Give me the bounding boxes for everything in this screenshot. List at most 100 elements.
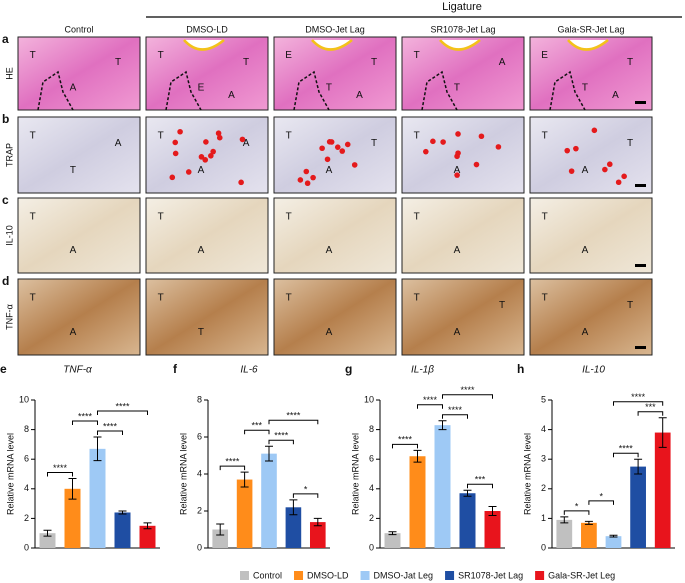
- significance-bracket: [392, 443, 418, 449]
- error-bar: [413, 449, 422, 463]
- significance-label: ****: [225, 457, 240, 467]
- bone-outline: [549, 70, 586, 111]
- y-tick-label: 8: [369, 424, 374, 434]
- row-label: TNF-α: [4, 304, 14, 330]
- significance-bracket: [442, 394, 493, 399]
- y-tick-label: 0: [24, 542, 29, 552]
- significance-label: ****: [115, 401, 130, 411]
- micrograph: [145, 197, 269, 274]
- tissue-label: T: [414, 293, 420, 304]
- tissue-label: A: [115, 138, 122, 149]
- osteoclast-marker: [591, 127, 598, 134]
- bone-outline: [165, 70, 202, 111]
- error-bar: [93, 436, 102, 462]
- significance-label: ****: [103, 421, 118, 431]
- y-tick-label: 6: [197, 431, 202, 441]
- significance-label: ****: [631, 392, 646, 402]
- tissue-label: T: [542, 293, 548, 304]
- osteoclast-marker: [310, 174, 316, 181]
- tissue-label: A: [454, 245, 461, 256]
- legend-label: Gala-SR-Jet Leg: [548, 570, 615, 580]
- bone-outline: [37, 70, 74, 111]
- row-label: HE: [4, 67, 14, 80]
- bar: [384, 533, 401, 548]
- column-label: Control: [64, 24, 93, 34]
- osteoclast-marker: [172, 150, 179, 157]
- bar: [114, 512, 131, 548]
- legend-swatch: [360, 571, 370, 580]
- tissue-label: T: [286, 131, 292, 142]
- error-bar: [68, 477, 77, 500]
- error-bar: [634, 458, 643, 475]
- tissue-label: A: [70, 245, 77, 256]
- tissue-label: A: [612, 90, 619, 101]
- legend-swatch: [445, 571, 455, 580]
- tissue-label: A: [582, 327, 589, 338]
- osteoclast-marker: [304, 180, 311, 187]
- significance-label: ****: [398, 435, 413, 445]
- osteoclast-marker: [172, 139, 179, 146]
- error-bar: [265, 445, 273, 462]
- error-bar: [143, 522, 152, 530]
- error-bar: [438, 420, 447, 431]
- bar: [309, 522, 326, 548]
- bar: [654, 432, 671, 548]
- error-bar: [560, 516, 569, 524]
- bone-outline: [293, 70, 330, 111]
- tissue-label: T: [70, 165, 76, 176]
- scale-bar: [635, 184, 646, 187]
- error-bar: [584, 520, 593, 525]
- tissue-label: T: [371, 57, 377, 68]
- osteoclast-marker: [455, 150, 461, 156]
- tissue-label: A: [326, 245, 333, 256]
- bar: [236, 479, 253, 548]
- significance-label: ****: [53, 463, 68, 473]
- tissue-label: E: [285, 50, 292, 61]
- micrograph: [273, 116, 397, 194]
- tissue-label: A: [454, 165, 461, 176]
- legend-swatch: [240, 571, 249, 580]
- tissue-label: A: [582, 245, 589, 256]
- significance-label: ****: [423, 395, 438, 405]
- tissue-label: T: [371, 138, 377, 149]
- tissue-label: A: [198, 245, 205, 256]
- error-bar: [488, 506, 497, 516]
- panel-letter: b: [2, 112, 9, 126]
- panel-letter: f: [173, 362, 178, 376]
- significance-label: *: [304, 484, 308, 494]
- error-bar: [388, 531, 397, 536]
- osteoclast-marker: [185, 169, 192, 175]
- tissue-label: T: [627, 138, 633, 149]
- osteoclast-marker: [454, 172, 460, 178]
- osteoclast-marker: [328, 139, 335, 145]
- bar: [409, 456, 426, 548]
- tissue-label: T: [286, 293, 292, 304]
- tissue-label: A: [454, 327, 461, 338]
- legend-swatch: [535, 571, 545, 580]
- bar: [285, 507, 302, 548]
- micrograph: [17, 278, 141, 356]
- y-tick-label: 10: [19, 394, 29, 404]
- panel-letter: a: [2, 32, 9, 46]
- osteoclast-marker: [568, 168, 575, 174]
- significance-label: ***: [475, 475, 486, 485]
- panel-letter: c: [2, 193, 9, 207]
- significance-label: ****: [619, 444, 634, 454]
- tissue-label: T: [326, 83, 332, 94]
- significance-label: ****: [78, 411, 93, 421]
- tissue-label: T: [30, 50, 36, 61]
- osteoclast-marker: [473, 161, 480, 168]
- bar: [630, 466, 646, 548]
- legend-label: DMSO-Jat Leg: [374, 570, 434, 580]
- osteoclast-marker: [203, 139, 209, 145]
- tissue-label: A: [356, 90, 363, 101]
- tissue-label: A: [70, 327, 77, 338]
- osteoclast-marker: [202, 157, 209, 163]
- y-tick-label: 6: [24, 454, 29, 464]
- tissue-label: T: [542, 131, 548, 142]
- error-bar: [658, 417, 667, 448]
- tissue-label: A: [326, 165, 333, 176]
- chart-title: IL-6: [240, 365, 258, 376]
- significance-bracket: [588, 500, 614, 505]
